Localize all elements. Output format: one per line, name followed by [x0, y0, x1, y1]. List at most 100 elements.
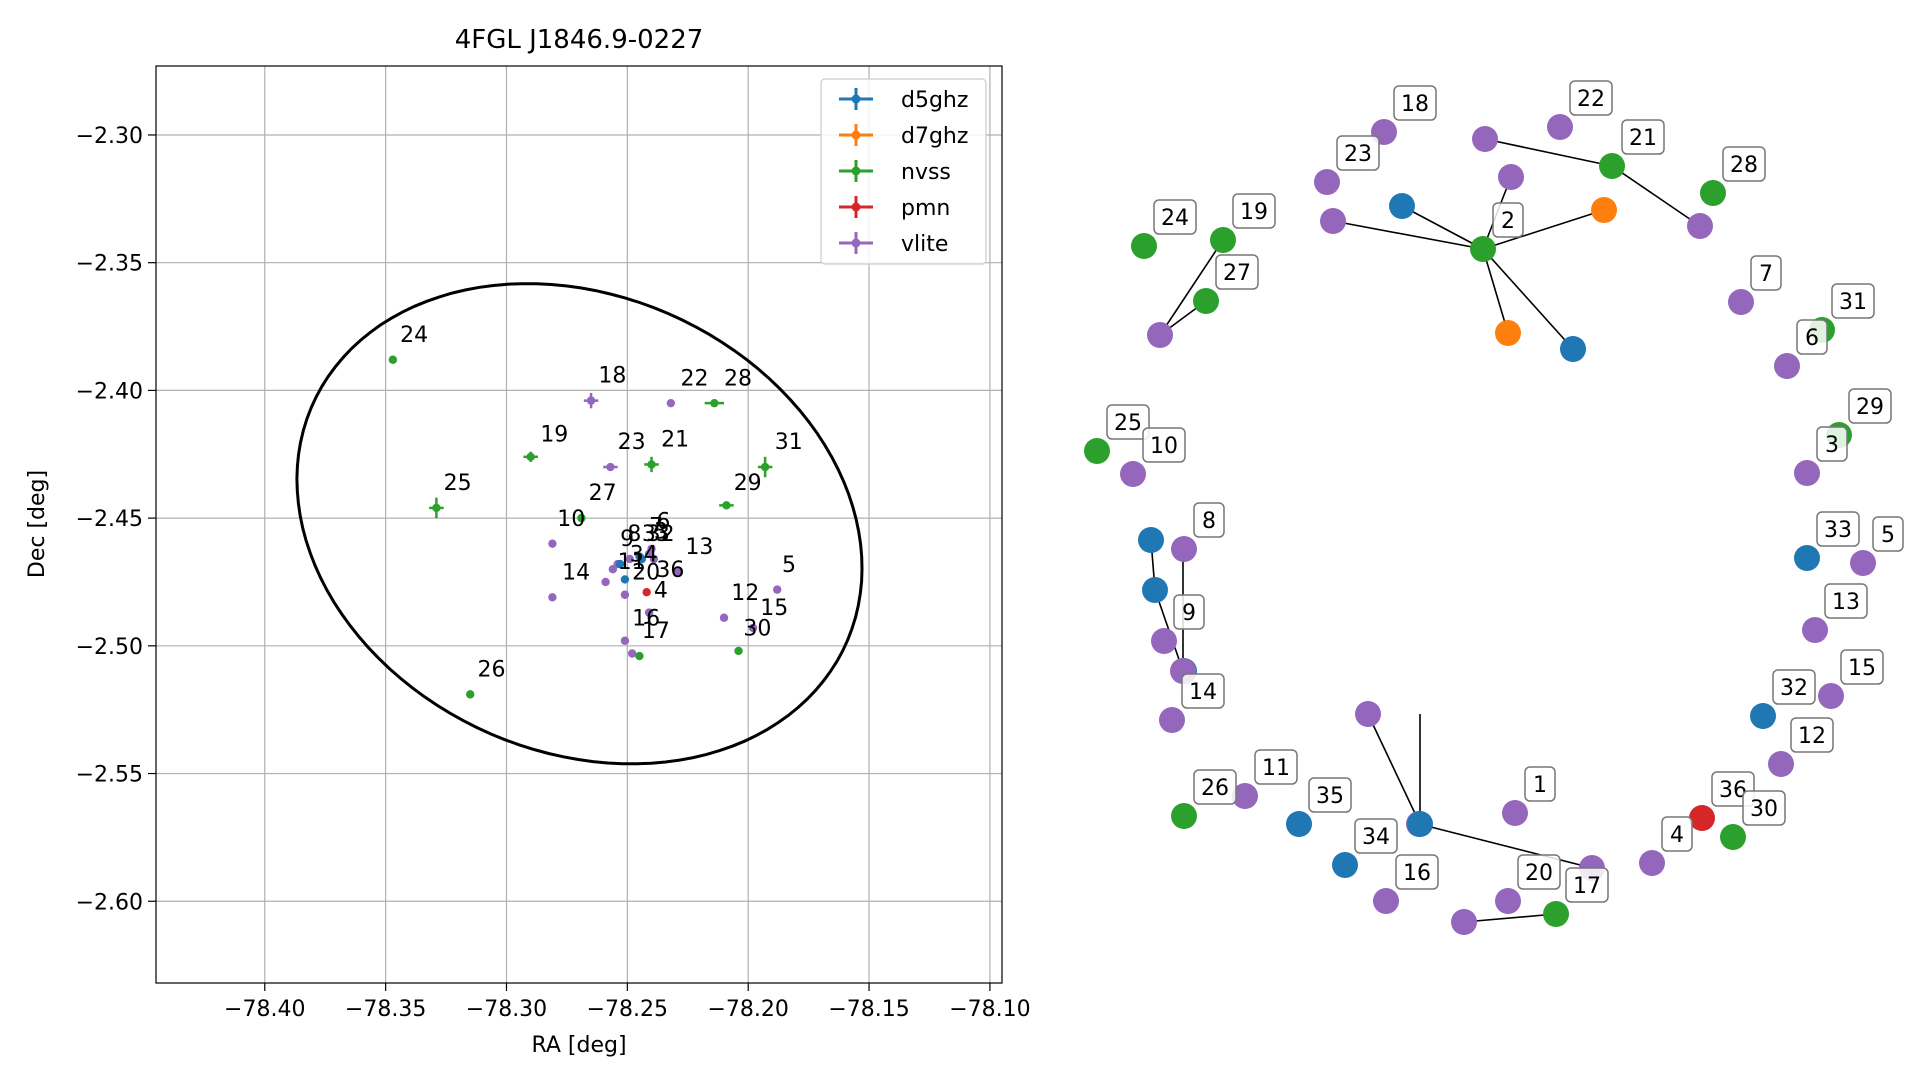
point-label: 6 — [656, 509, 670, 534]
network-node-16 — [1373, 888, 1399, 914]
node-label-28: 28 — [1722, 146, 1766, 182]
network-node-a14 — [1355, 701, 1381, 727]
y-axis-label: Dec [deg] — [25, 470, 50, 578]
node-label-20: 20 — [1517, 854, 1561, 890]
node-label-30: 30 — [1742, 790, 1786, 826]
network-edge — [1367, 713, 1421, 825]
network-node-8 — [1171, 536, 1197, 562]
node-label-12: 12 — [1790, 717, 1834, 753]
x-axis-label: RA [deg] — [531, 1033, 626, 1058]
network-node-30 — [1720, 824, 1746, 850]
network-edge — [1482, 248, 1574, 350]
network-node-a16 — [1407, 811, 1433, 837]
point-label: 7 — [649, 514, 663, 539]
node-label-3: 3 — [1816, 426, 1848, 462]
network-node-19 — [1210, 227, 1236, 253]
point-label: 14 — [562, 560, 590, 585]
data-point-35 — [620, 575, 630, 584]
network-edge — [1332, 220, 1484, 250]
data-point-26 — [466, 690, 475, 699]
svg-text:23: 23 — [1344, 142, 1372, 167]
point-label: 22 — [681, 366, 709, 391]
node-label-9: 9 — [1173, 594, 1205, 630]
svg-text:13: 13 — [1832, 590, 1860, 615]
network-node-a7 — [1560, 336, 1586, 362]
point-label: 18 — [598, 364, 626, 389]
svg-text:33: 33 — [1824, 518, 1852, 543]
node-label-2: 2 — [1492, 202, 1524, 238]
network-node-a11 — [1142, 577, 1168, 603]
point-label: 3 — [654, 520, 668, 545]
network-node-1 — [1502, 800, 1528, 826]
svg-text:31: 31 — [1839, 290, 1867, 315]
legend-label: d5ghz — [901, 88, 968, 113]
point-label: 29 — [734, 471, 762, 496]
network-node-22 — [1547, 114, 1573, 140]
point-label: 16 — [632, 606, 660, 631]
node-label-17: 17 — [1565, 867, 1609, 903]
data-point-8 — [625, 554, 634, 564]
legend-entry-pmn: pmn — [839, 196, 950, 221]
network-node-a6 — [1495, 320, 1521, 346]
point-label: 17 — [642, 619, 670, 644]
svg-text:32: 32 — [1780, 676, 1808, 701]
node-label-27: 27 — [1215, 254, 1259, 290]
x-tick-label: −78.25 — [587, 997, 668, 1022]
network-node-20 — [1495, 888, 1521, 914]
y-tick-label: −2.50 — [76, 635, 143, 660]
point-label: 12 — [731, 581, 759, 606]
ticks-layer: −78.40 −78.35 −78.30 −78.25 −78.20 −78.15 −78.… — [76, 124, 1031, 1022]
data-point-10 — [548, 539, 557, 548]
point-label: 13 — [685, 535, 713, 560]
node-label-7: 7 — [1750, 255, 1782, 291]
network-node-24 — [1131, 233, 1157, 259]
svg-text:30: 30 — [1750, 797, 1778, 822]
x-tick-label: −78.15 — [828, 997, 909, 1022]
network-edge — [1401, 205, 1484, 250]
data-point-16 — [620, 636, 630, 645]
chart-title: 4FGL J1846.9-0227 — [455, 25, 704, 55]
network-node-34 — [1332, 852, 1358, 878]
node-label-21: 21 — [1621, 119, 1665, 155]
network-node-3 — [1794, 460, 1820, 486]
data-point-32 — [637, 554, 647, 564]
network-node-15 — [1818, 683, 1844, 709]
point-label: 27 — [589, 481, 617, 506]
node-label-19: 19 — [1232, 193, 1276, 229]
data-point-31 — [757, 456, 773, 478]
network-node-a3 — [1389, 193, 1415, 219]
svg-text:28: 28 — [1730, 153, 1758, 178]
network-node-27 — [1193, 288, 1219, 314]
error-ellipse — [295, 282, 864, 766]
network-node-36 — [1689, 805, 1715, 831]
node-label-10: 10 — [1142, 427, 1186, 463]
network-node-6 — [1774, 353, 1800, 379]
node-label-22: 22 — [1569, 80, 1613, 116]
svg-text:6: 6 — [1805, 326, 1819, 351]
network-edge — [1482, 209, 1605, 250]
svg-text:35: 35 — [1316, 784, 1344, 809]
network-node-2 — [1470, 236, 1496, 262]
point-label: 5 — [782, 553, 796, 578]
data-point-20 — [620, 590, 630, 599]
node-label-4: 4 — [1661, 816, 1693, 852]
svg-text:26: 26 — [1201, 776, 1229, 801]
data-point-2 — [627, 649, 637, 658]
svg-text:1: 1 — [1533, 773, 1547, 798]
network-node-25 — [1084, 438, 1110, 464]
svg-text:34: 34 — [1362, 825, 1390, 850]
point-label: 8 — [627, 522, 641, 547]
node-label-11: 11 — [1254, 749, 1298, 785]
data-point-36 — [642, 587, 651, 597]
point-label: 32 — [647, 522, 675, 547]
node-label-32: 32 — [1772, 669, 1816, 705]
legend-label: nvss — [901, 160, 951, 185]
network-node-5 — [1850, 550, 1876, 576]
node-label-6: 6 — [1796, 319, 1828, 355]
x-tick-label: −78.30 — [466, 997, 547, 1022]
node-label-16: 16 — [1395, 854, 1439, 890]
